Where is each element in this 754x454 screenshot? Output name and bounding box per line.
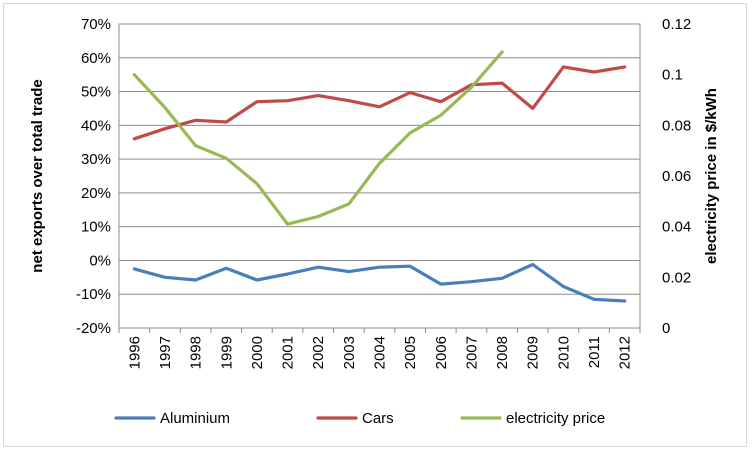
left-tick-label: 0% [89, 252, 111, 269]
series-layer [132, 50, 627, 303]
left-tick-label: 30% [81, 151, 111, 168]
right-axis-title: electricity price in $/kWh [703, 88, 720, 264]
x-tick-label: 2007 [463, 336, 480, 369]
x-tick-label: 2008 [494, 336, 511, 369]
left-tick-label: 20% [81, 185, 111, 202]
x-axis: 1996 1997 1998 1999 2000 2001 2002 2003 2004 2005… [118, 328, 641, 369]
left-tick-label: 70% [81, 16, 111, 33]
x-tick-label: 2004 [372, 336, 389, 369]
right-tick-label: 0 [662, 320, 670, 337]
x-tick-label: 2001 [280, 336, 297, 369]
x-tick-label: 1997 [157, 336, 174, 369]
chart-frame: -20% -10% 0% 10% 20% 30% 40% 50% 60% 70% 0 0.02 0.0… [3, 3, 747, 447]
x-tick-label: 2012 [617, 336, 634, 369]
chart: -20% -10% 0% 10% 20% 30% 40% 50% 60% 70% 0 0.02 0.0… [29, 16, 720, 427]
x-tick-label: 2009 [525, 336, 542, 369]
x-tick-label: 2006 [433, 336, 450, 369]
left-tick-label: 50% [81, 84, 111, 101]
left-tick-label: 10% [81, 219, 111, 236]
x-tick-label: 2011 [586, 336, 603, 368]
x-tick-label: 2002 [310, 336, 327, 369]
x-tick-label: 2000 [249, 336, 266, 369]
x-tick-label: 1996 [126, 336, 143, 369]
series-line-aluminium [132, 262, 627, 303]
legend-label: Cars [362, 410, 394, 427]
right-tick-label: 0.02 [662, 269, 691, 286]
x-tick-label: 2010 [555, 336, 572, 369]
right-tick-label: 0.08 [662, 117, 691, 134]
left-axis: -20% -10% 0% 10% 20% 30% 40% 50% 60% 70% [76, 16, 111, 337]
left-tick-label: 60% [81, 50, 111, 67]
left-tick-label: 40% [81, 117, 111, 134]
legend: Aluminium Cars electricity price [114, 410, 605, 427]
legend-label: Aluminium [160, 410, 230, 427]
x-tick-label: 2005 [402, 336, 419, 369]
series-line-cars [132, 65, 627, 141]
left-tick-label: -20% [76, 320, 111, 337]
left-axis-title: net exports over total trade [29, 79, 46, 272]
x-tick-label: 2003 [341, 336, 358, 369]
right-tick-label: 0.06 [662, 168, 691, 185]
plot-area [118, 23, 641, 329]
left-tick-label: -10% [76, 286, 111, 303]
right-axis: 0 0.02 0.04 0.06 0.08 0.1 0.12 [662, 16, 691, 337]
right-tick-label: 0.12 [662, 16, 691, 33]
series-line-electricity-price [132, 50, 504, 226]
x-tick-label: 1999 [218, 336, 235, 369]
right-tick-label: 0.04 [662, 219, 691, 236]
x-tick-label: 1998 [188, 336, 205, 369]
right-tick-label: 0.1 [662, 67, 683, 84]
legend-label: electricity price [506, 410, 605, 427]
